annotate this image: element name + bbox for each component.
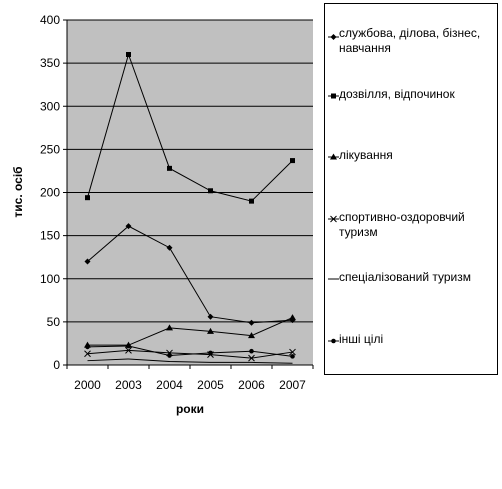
data-point	[167, 353, 172, 358]
data-point	[126, 343, 131, 349]
legend-key-0	[328, 34, 339, 40]
series	[84, 52, 296, 364]
y-tick-label: 100	[40, 272, 60, 286]
series-line	[87, 358, 293, 364]
data-point	[331, 338, 336, 344]
data-point	[290, 354, 295, 359]
x-tick-label: 2005	[197, 378, 224, 392]
x-tick-label: 2000	[74, 378, 101, 392]
gridlines	[67, 19, 313, 323]
x-tick-label: 2004	[156, 378, 183, 392]
data-point	[84, 350, 91, 358]
legend-key-3	[328, 215, 339, 223]
data-point	[166, 244, 173, 251]
series-line	[87, 52, 293, 202]
x-tick-label: 2007	[279, 378, 306, 392]
legend-markers	[328, 34, 339, 344]
data-point	[330, 215, 337, 223]
legend-label-treatment: лікування	[339, 148, 393, 162]
legend-label-specialized: спеціалізований туризм	[339, 270, 471, 284]
data-point	[331, 93, 336, 99]
legend-key-5	[328, 338, 339, 344]
data-point	[290, 158, 295, 164]
y-tick-label: 0	[53, 358, 60, 372]
data-point	[330, 34, 337, 40]
data-point	[126, 52, 131, 57]
series-5	[85, 343, 295, 359]
data-point	[167, 165, 172, 171]
legend: службова, ділова, бізнес, навчання дозві…	[324, 3, 498, 375]
y-tick-labels: 0 50 100 150 200 250 300 350 400	[40, 13, 67, 372]
legend-key-2	[328, 153, 339, 160]
data-point	[249, 348, 254, 354]
series-4	[87, 358, 293, 364]
y-tick-label: 50	[47, 315, 61, 329]
legend-label-leisure: дозвілля, відпочинок	[339, 87, 455, 101]
data-point	[248, 354, 255, 362]
y-tick-label: 400	[40, 13, 60, 27]
series-line	[87, 317, 293, 346]
data-point	[166, 324, 173, 331]
legend-label-other: інші цілі	[339, 332, 384, 346]
y-axis-label: тис. осіб	[11, 166, 25, 217]
data-point	[85, 344, 90, 350]
data-point	[84, 258, 91, 265]
data-point	[249, 198, 254, 204]
data-point	[289, 314, 296, 321]
y-tick-label: 200	[40, 186, 60, 200]
data-point	[248, 332, 255, 339]
data-point	[85, 195, 90, 201]
data-point	[248, 319, 255, 326]
x-tick-label: 2006	[238, 378, 265, 392]
legend-label-business: службова, ділова, бізнес, навчання	[339, 26, 481, 55]
y-tick-label: 300	[40, 99, 60, 113]
legend-label-sport: спортивно-оздоровчий туризм	[339, 210, 465, 239]
x-tick-label: 2003	[115, 378, 142, 392]
series-line	[87, 345, 293, 357]
series-0	[84, 223, 296, 326]
data-point	[207, 313, 214, 320]
data-point	[125, 223, 132, 230]
series-1	[85, 52, 295, 204]
x-axis-label: роки	[176, 402, 204, 416]
x-tick-labels: 2000 2003 2004 2005 2006 2007	[66, 365, 314, 392]
data-point	[330, 153, 337, 160]
data-point	[125, 346, 132, 354]
data-point	[207, 327, 214, 334]
data-point	[208, 350, 213, 356]
y-tick-label: 250	[40, 142, 60, 156]
y-tick-label: 150	[40, 229, 60, 243]
legend-key-1	[328, 93, 339, 99]
data-point	[289, 348, 296, 356]
series-line	[87, 225, 293, 324]
data-point	[208, 188, 213, 194]
y-tick-label: 350	[40, 56, 60, 70]
